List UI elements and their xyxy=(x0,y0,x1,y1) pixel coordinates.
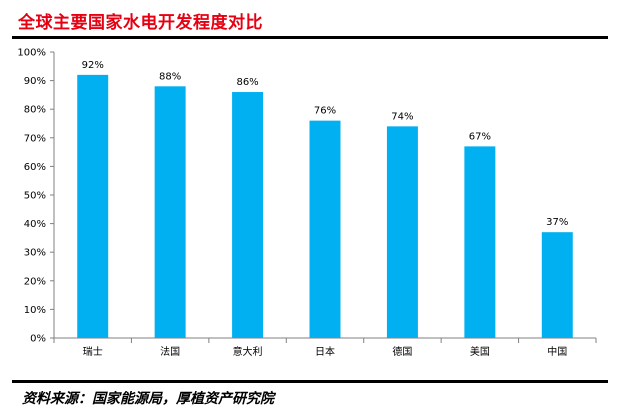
y-tick-label: 100% xyxy=(17,48,46,59)
bar-5 xyxy=(386,126,418,338)
y-axis: 0% 10% 20% 30% 40% 50% 60% 70% 80% 90% 100% xyxy=(17,48,55,345)
y-tick-label: 20% xyxy=(24,276,46,287)
x-tick-label-7: 中国 xyxy=(547,345,567,358)
data-label-2: 88% xyxy=(159,71,181,82)
y-tick-label: 90% xyxy=(24,76,46,87)
data-labels: 92% 88% 86% 76% 74% 67% 37% xyxy=(82,60,569,228)
x-tick-label-5: 德国 xyxy=(392,345,412,358)
bar-1 xyxy=(77,74,109,338)
data-label-3: 86% xyxy=(236,77,258,88)
data-label-1: 92% xyxy=(82,60,104,71)
bar-7 xyxy=(541,232,573,338)
bars xyxy=(77,74,573,338)
data-label-6: 67% xyxy=(469,131,491,142)
bar-6 xyxy=(464,146,496,338)
x-axis: 瑞士 法国 意大利 日本 德国 美国 中国 xyxy=(53,337,597,358)
bar-chart: 0% 10% 20% 30% 40% 50% 60% 70% 80% 90% 100% 瑞士 法国 意大… xyxy=(17,48,597,358)
bar-2 xyxy=(154,86,186,338)
x-tick-label-6: 美国 xyxy=(470,345,490,358)
y-tick-label: 10% xyxy=(24,305,46,316)
data-label-7: 37% xyxy=(546,217,568,228)
y-tick-label: 60% xyxy=(24,162,46,173)
x-tick-label-2: 法国 xyxy=(160,345,180,358)
top-rule xyxy=(12,36,608,39)
bar-4 xyxy=(309,120,341,338)
data-label-4: 76% xyxy=(314,106,336,117)
y-tick-label: 0% xyxy=(30,334,46,345)
x-tick-label-1: 瑞士 xyxy=(83,345,103,358)
source-note: 资料来源：国家能源局，厚植资产研究院 xyxy=(22,391,274,407)
y-tick-label: 50% xyxy=(24,191,46,202)
data-label-5: 74% xyxy=(391,111,413,122)
x-tick-label-4: 日本 xyxy=(315,345,335,358)
bottom-rule xyxy=(12,380,608,383)
bar-3 xyxy=(232,92,264,338)
chart-title: 全球主要国家水电开发程度对比 xyxy=(18,13,263,33)
y-tick-label: 40% xyxy=(24,219,46,230)
y-tick-label: 80% xyxy=(24,105,46,116)
y-tick-label: 30% xyxy=(24,248,46,259)
y-tick-label: 70% xyxy=(24,133,46,144)
x-tick-label-3: 意大利 xyxy=(233,345,263,358)
